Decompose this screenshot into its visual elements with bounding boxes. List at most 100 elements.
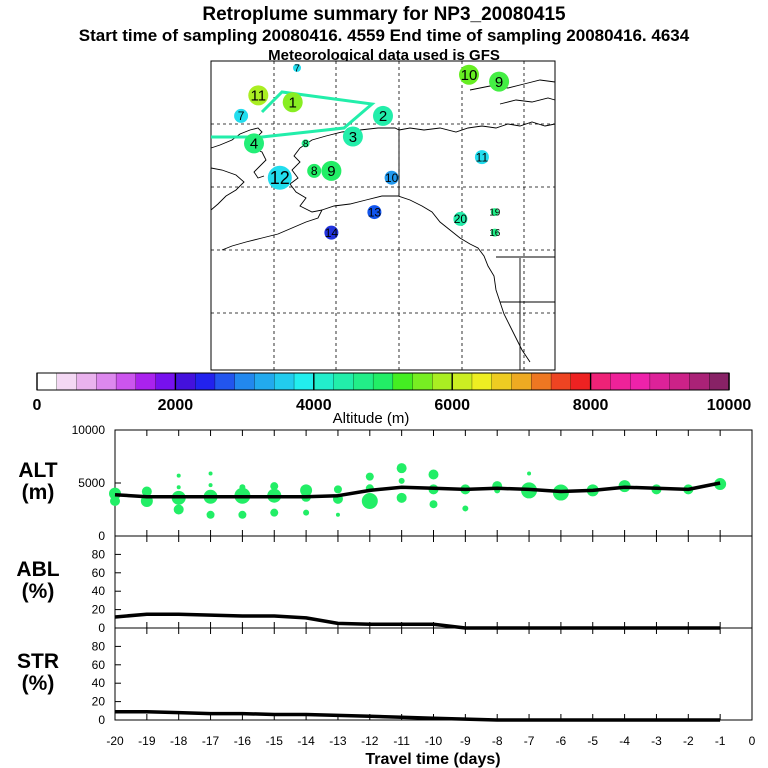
colorbar-tick-label: 2000 [158, 397, 194, 414]
panel-ylabel: (%) [22, 580, 55, 603]
colorbar-cell [492, 373, 512, 390]
x-tick-label: -2 [683, 734, 694, 748]
x-tick-label: 0 [749, 734, 756, 748]
alt-point [397, 493, 407, 503]
colorbar-cell [670, 373, 690, 390]
colorbar-cell [274, 373, 294, 390]
x-tick-label: -13 [329, 734, 347, 748]
map-marker-label: 3 [349, 129, 357, 146]
alt-point [430, 500, 438, 508]
alt-point [527, 471, 531, 475]
colorbar-cell [413, 373, 433, 390]
colorbar-cell [57, 373, 77, 390]
colorbar: 0 2000 4000 6000 8000 10000 Altitude (m) [33, 373, 752, 427]
alt-point [177, 485, 181, 489]
x-tick-label: -10 [425, 734, 443, 748]
y-tick-label: 80 [92, 639, 106, 653]
colorbar-label: Altitude (m) [333, 410, 410, 427]
panel-abl: 0 20 40 60 80 ABL(%) [16, 536, 752, 635]
panel-ylabel: STR [17, 650, 59, 673]
map-marker-label: 11 [476, 150, 489, 164]
colorbar-cell [650, 373, 670, 390]
colorbar-cell [610, 373, 630, 390]
map-marker-label: 1 [289, 94, 297, 111]
y-tick-label: 40 [92, 676, 106, 690]
colorbar-cell [571, 373, 591, 390]
x-tick-label: -12 [361, 734, 379, 748]
panel-frame [115, 430, 752, 536]
colorbar-cell [215, 373, 235, 390]
alt-point [209, 483, 213, 487]
colorbar-cell [373, 373, 393, 390]
alt-point [429, 470, 439, 480]
map-marker-label: 20 [454, 212, 468, 226]
colorbar-cell [531, 373, 551, 390]
panel-ylabel: ABL [16, 558, 59, 581]
series-line-str [115, 712, 720, 720]
map-marker-label: 9 [327, 163, 335, 180]
colorbar-cell [314, 373, 334, 390]
map-marker-label: 11 [251, 88, 267, 105]
colorbar-cell [452, 373, 472, 390]
map-marker-label: 8 [303, 139, 309, 150]
panel-ylabel: ALT [18, 459, 57, 482]
y-tick-label: 5000 [78, 476, 105, 490]
alt-point [177, 474, 181, 478]
colorbar-cell [156, 373, 176, 390]
alt-point [334, 485, 342, 493]
map-marker-label: 9 [495, 74, 503, 91]
colorbar-cell [432, 373, 452, 390]
y-tick-label: 60 [92, 566, 106, 580]
alt-point [303, 510, 309, 516]
y-tick-label: 20 [92, 695, 106, 709]
colorbar-tick-label: 8000 [573, 397, 609, 414]
panel-frame [115, 628, 752, 720]
x-tick-label: -15 [266, 734, 284, 748]
x-tick-label: -14 [297, 734, 315, 748]
map-marker-label: 13 [368, 205, 382, 219]
colorbar-tick-label: 0 [33, 397, 42, 414]
colorbar-cell [175, 373, 195, 390]
y-tick-label: 10000 [72, 423, 106, 437]
y-tick-label: 0 [98, 621, 105, 635]
map-marker-label: 19 [489, 208, 501, 219]
y-tick-label: 80 [92, 547, 106, 561]
x-tick-label: -7 [524, 734, 535, 748]
colorbar-cell [689, 373, 709, 390]
figure-canvas: 12347788 991010111211131420 1916 0 2000 4000… [0, 0, 768, 768]
colorbar-cell [334, 373, 354, 390]
alt-point [174, 505, 184, 515]
map-marker-label: 2 [379, 108, 387, 125]
x-tick-label: -3 [651, 734, 662, 748]
x-tick-label: -18 [170, 734, 188, 748]
map-marker-label: 8 [311, 164, 318, 178]
alt-point [336, 513, 340, 517]
x-tick-label: -6 [556, 734, 567, 748]
panel-ylabel: (m) [22, 481, 55, 504]
alt-point [270, 509, 278, 517]
x-tick-label: -9 [460, 734, 471, 748]
colorbar-tick-label: 10000 [707, 397, 752, 414]
x-tick-label: -16 [234, 734, 252, 748]
map-marker-label: 7 [238, 109, 245, 123]
colorbar-cell [393, 373, 413, 390]
colorbar-cell [235, 373, 255, 390]
colorbar-cells [37, 373, 730, 390]
map-marker-label: 16 [489, 228, 501, 239]
x-tick-label: -1 [715, 734, 726, 748]
colorbar-cell [37, 373, 57, 390]
alt-point [110, 496, 120, 506]
colorbar-tick-label: 4000 [296, 397, 332, 414]
panel-alt: 0 5000 10000 ALT(m) [18, 423, 752, 543]
map-panel: 12347788 991010111211131420 1916 [211, 61, 555, 370]
x-tick-label: -17 [202, 734, 220, 748]
colorbar-cell [630, 373, 650, 390]
colorbar-cell [353, 373, 373, 390]
colorbar-cell [551, 373, 571, 390]
alt-point [362, 493, 378, 509]
y-tick-label: 40 [92, 584, 106, 598]
colorbar-cell [709, 373, 729, 390]
alt-point [238, 511, 246, 519]
alt-point [399, 478, 405, 484]
colorbar-cell [294, 373, 314, 390]
